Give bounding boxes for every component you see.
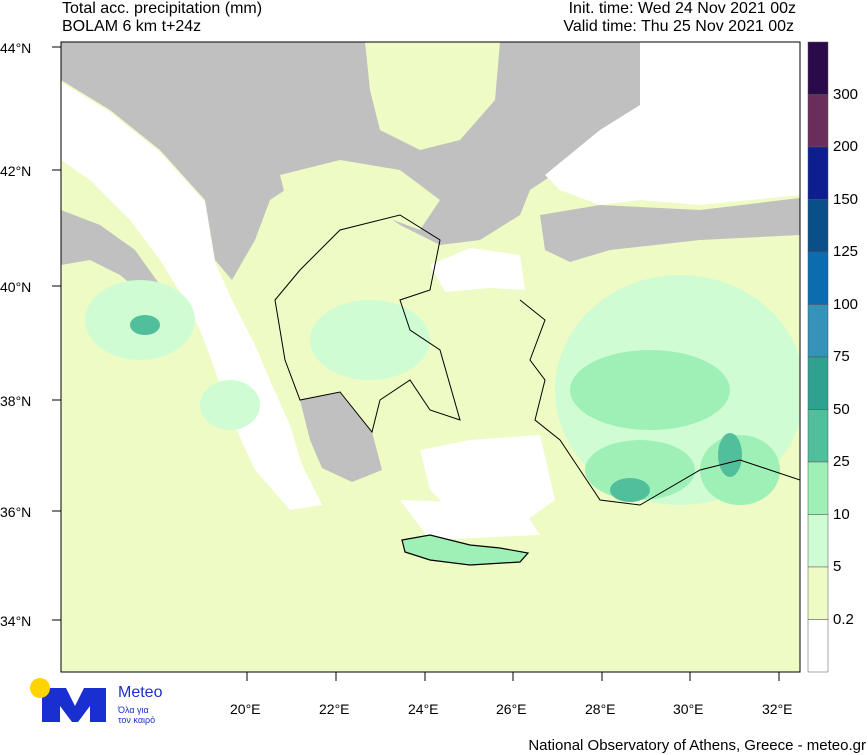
colorbar-bin [807, 566, 829, 620]
map-frame [60, 41, 801, 673]
colorbar-bin [807, 461, 829, 515]
lat-label: 42°N [0, 163, 32, 179]
meteo-logo-icon [30, 678, 106, 722]
dry-land-turkey-north [540, 198, 800, 262]
precip-25-50-2 [718, 433, 742, 477]
colorbar-bin [807, 356, 829, 410]
colorbar-bin [807, 409, 829, 463]
colorbar-label: 5 [833, 558, 842, 575]
colorbar-label: 125 [833, 243, 859, 260]
lat-label: 34°N [0, 613, 32, 629]
precip-serbia [280, 160, 440, 230]
valid-time: Valid time: Thu 25 Nov 2021 00z [563, 18, 794, 35]
precip-5-10-sea [200, 380, 260, 430]
lon-label: 30°E [673, 701, 704, 717]
lon-label: 22°E [319, 701, 350, 717]
dry-land-balkans [61, 42, 640, 280]
crete-coast [401, 534, 530, 566]
logo-tagline-1: Όλα για [118, 705, 149, 715]
logo-name: Meteo [118, 684, 163, 701]
colorbar-bin [807, 251, 829, 305]
colorbar [807, 41, 829, 673]
dry-land-peloponnese [300, 392, 382, 482]
greece-coast [274, 214, 461, 434]
colorbar-bin [807, 41, 829, 95]
precip-25-50-3 [130, 315, 160, 335]
colorbar-label: 200 [833, 138, 859, 155]
black-sea [545, 42, 800, 205]
logo-tagline-2: τον καιρό [118, 715, 156, 725]
lon-label: 32°E [762, 701, 793, 717]
init-time: Init. time: Wed 24 Nov 2021 00z [568, 0, 796, 17]
colorbar-bin [807, 199, 829, 253]
colorbar-bin [807, 304, 829, 358]
colorbar-label: 10 [833, 505, 850, 523]
lon-label: 26°E [496, 701, 527, 717]
footer-credit: National Observatory of Athens, Greece -… [528, 737, 866, 754]
lat-label: 38°N [0, 393, 32, 409]
colorbar-bin [807, 619, 829, 673]
lat-label: 44°N [0, 40, 32, 56]
lon-label: 28°E [585, 701, 616, 717]
precip-10-25-turkey [570, 350, 730, 430]
colorbar-label: 300 [833, 85, 859, 103]
axis-ticks [52, 46, 780, 681]
lat-label: 36°N [0, 504, 32, 520]
colorbar-bin [807, 146, 829, 200]
precip-5-10-greece [310, 300, 430, 380]
turkey-coast [519, 299, 800, 506]
precip-25-50-1 [610, 478, 650, 502]
lon-label: 24°E [408, 701, 439, 717]
dry-land-italy [61, 210, 175, 300]
colorbar-label: 75 [833, 348, 850, 365]
colorbar-bin [807, 514, 829, 568]
colorbar-label: 50 [833, 400, 850, 418]
meteo-logo: Meteo Όλα για τον καιρό [28, 676, 178, 726]
lat-label: 40°N [0, 279, 32, 295]
aegean-north-sea [430, 248, 525, 292]
precip-romania [365, 42, 500, 150]
cretan-sea [400, 500, 540, 540]
colorbar-label: 100 [833, 295, 859, 313]
colorbar-bin [807, 94, 829, 148]
colorbar-label: 0.2 [833, 610, 854, 628]
map-title: Total acc. precipitation (mm) [62, 0, 263, 17]
colorbar-label: 150 [833, 190, 859, 208]
colorbar-label: 25 [833, 453, 850, 470]
model-label: BOLAM 6 km t+24z [62, 18, 202, 35]
lon-label: 20°E [230, 701, 261, 717]
